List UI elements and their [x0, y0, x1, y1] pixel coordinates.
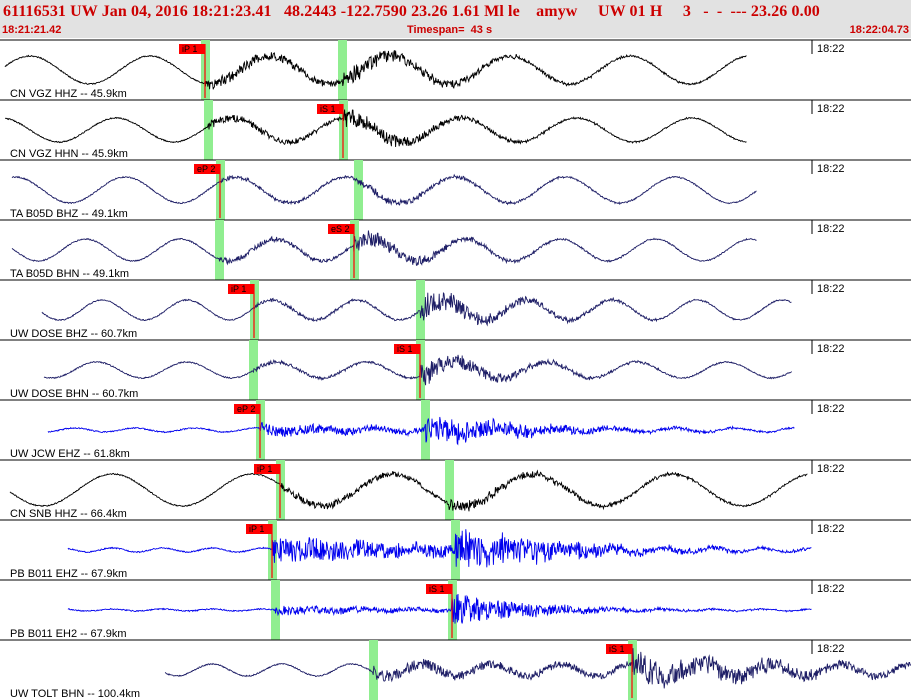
pick-label: iS 1	[609, 644, 625, 654]
pick-label: eP 2	[237, 404, 255, 414]
pick-flag	[179, 44, 205, 54]
waveform-trace	[67, 593, 812, 624]
pick-label: iS 1	[429, 584, 445, 594]
waveform-trace	[9, 469, 808, 512]
pick-flag	[606, 644, 632, 654]
trace-label: PB B011 EHZ -- 67.9km	[10, 568, 127, 580]
trace-label: UW DOSE BHN -- 60.7km	[10, 388, 138, 400]
trace-label: UW JCW EHZ -- 61.8km	[10, 448, 130, 460]
waveform-trace	[47, 416, 795, 446]
pick-flag	[317, 104, 343, 114]
trace-label: CN VGZ HHN -- 45.9km	[10, 148, 128, 160]
trace-label: CN VGZ HHZ -- 45.9km	[10, 88, 127, 100]
pick-label: iS 1	[397, 344, 413, 354]
pick-window	[204, 100, 213, 160]
trace-label: TA B05D BHN -- 49.1km	[10, 268, 129, 280]
waveform-trace	[4, 50, 747, 90]
pick-label: iP 1	[249, 524, 264, 534]
pick-label: iP 1	[257, 464, 272, 474]
event-title: 61116531 UW Jan 04, 2016 18:21:23.41 48.…	[3, 3, 820, 20]
pick-label: iP 1	[182, 44, 197, 54]
pick-label: eP 2	[197, 164, 215, 174]
waveform-trace	[11, 173, 757, 206]
pick-window	[416, 280, 425, 340]
time-tick-label: 18:22	[817, 643, 845, 655]
pick-flag	[246, 524, 272, 534]
waveform-trace	[11, 230, 757, 266]
pick-flag	[228, 284, 254, 294]
header-bar: 61116531 UW Jan 04, 2016 18:21:23.41 48.…	[0, 0, 911, 38]
pick-flag	[234, 404, 260, 414]
time-tick-label: 18:22	[817, 403, 845, 415]
pick-label: eS 2	[331, 224, 350, 234]
trace-label: CN SNB HHZ -- 66.4km	[10, 508, 127, 520]
waveform-trace	[67, 529, 812, 568]
trace-label: TA B05D BHZ -- 49.1km	[10, 208, 128, 220]
time-tick-label: 18:22	[817, 463, 845, 475]
timespan: Timespan= 43 s	[407, 24, 493, 36]
pick-label: iS 1	[320, 104, 336, 114]
time-tick-label: 18:22	[817, 163, 845, 175]
time-tick-label: 18:22	[817, 103, 845, 115]
pick-flag	[328, 224, 354, 234]
pick-window	[445, 460, 454, 520]
trace-label: UW TOLT BHN -- 100.4km	[10, 688, 140, 700]
time-tick-label: 18:22	[817, 343, 845, 355]
time-tick-label: 18:22	[817, 43, 845, 55]
pick-flag	[426, 584, 452, 594]
trace-label: UW DOSE BHZ -- 60.7km	[10, 328, 137, 340]
start-time: 18:21:21.42	[2, 24, 62, 36]
waveform-trace	[4, 109, 747, 148]
time-tick-label: 18:22	[817, 283, 845, 295]
pick-label: iP 1	[231, 284, 246, 294]
pick-window	[338, 40, 347, 100]
waveform-trace	[164, 648, 911, 689]
time-tick-label: 18:22	[817, 523, 845, 535]
pick-window	[354, 160, 363, 220]
pick-window	[215, 220, 224, 280]
trace-label: PB B011 EH2 -- 67.9km	[10, 628, 127, 640]
pick-flag	[394, 344, 420, 354]
time-tick-label: 18:22	[817, 223, 845, 235]
end-time: 18:22:04.73	[849, 24, 909, 36]
waveform-trace	[41, 292, 792, 327]
pick-flag	[194, 164, 220, 174]
time-tick-label: 18:22	[817, 583, 845, 595]
waveform-trace	[43, 354, 792, 386]
pick-flag	[254, 464, 280, 474]
